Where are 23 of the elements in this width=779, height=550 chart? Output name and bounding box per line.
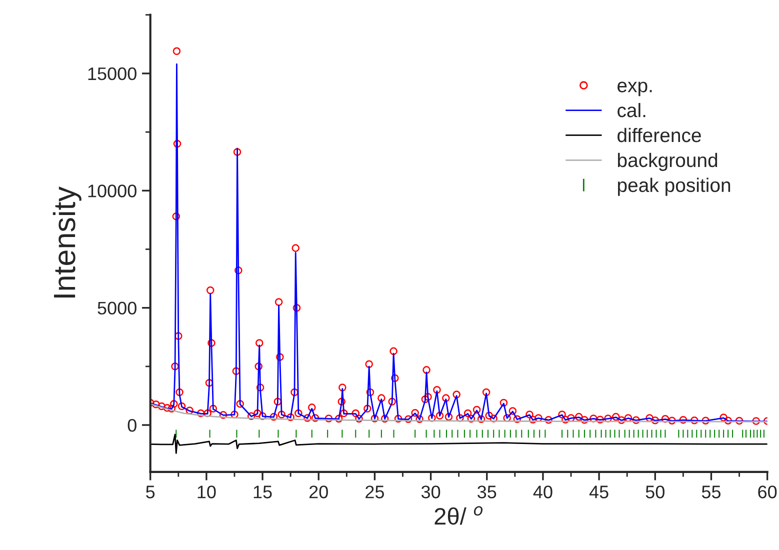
x-tick-label: 60 [758,486,777,498]
y-axis-title: Intensity [52,186,82,298]
legend-label: cal. [618,102,646,118]
x-tick-label: 25 [366,486,384,498]
x-tick-label: 45 [589,486,608,498]
x-tick-label: 20 [309,486,328,498]
legend-label: background [618,152,718,171]
x-axis-title: 2θ/ $^{o}$ [434,506,483,525]
x-tick-label: 35 [478,486,496,498]
legend-label: peak position [618,178,730,196]
y-tick-label: 10000 [88,184,136,198]
x-tick-label: 10 [198,486,216,498]
y-tick-label: 15000 [88,67,136,80]
x-tick-label: 50 [646,486,664,498]
y-tick-label: 5000 [98,302,136,315]
x-tick-label: 40 [533,486,552,498]
x-tick-label: 30 [421,486,440,498]
x-tick-label: 55 [702,486,721,498]
legend-label: exp. [618,82,652,96]
y-tick-label: 0 [128,418,136,432]
x-tick-label: 5 [146,486,155,498]
x-tick-label: 15 [254,486,272,498]
legend-label: difference [618,128,701,142]
